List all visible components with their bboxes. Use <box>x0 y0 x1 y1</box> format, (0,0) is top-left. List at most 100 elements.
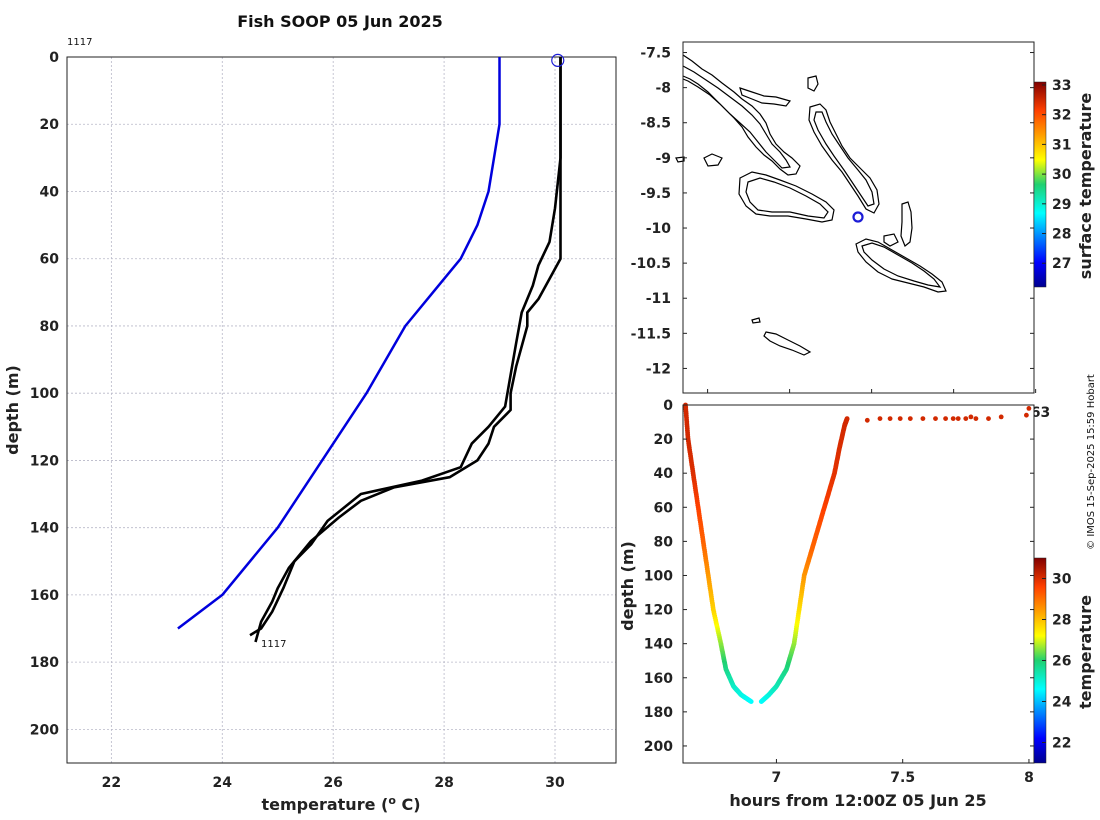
surface-point <box>955 416 961 421</box>
section-colorbar-tick-label: 24 <box>1052 695 1072 711</box>
credit-text: © IMOS 15-Sep-2025 15:59 Hobart <box>1086 374 1097 550</box>
section-chart: 0 20 40 60 80 100 120 140 160 180 200 7 7.5 8 hours f… <box>618 398 1095 810</box>
section-colorbar-tick-label: 22 <box>1052 736 1071 752</box>
coastline-guadalcanal <box>855 238 947 293</box>
series-line-profile-up <box>249 57 562 637</box>
section-y-tick-label: 180 <box>644 705 673 721</box>
profile-y-tick-label: 0 <box>49 50 59 66</box>
profile-x-tick-label: 30 <box>545 775 565 791</box>
surface-point <box>887 416 893 421</box>
profile-grid <box>67 56 616 763</box>
profile-y-tick-label: 140 <box>30 521 59 537</box>
map-colorbar-tick-label: 32 <box>1052 108 1071 124</box>
profile-series <box>177 53 565 643</box>
map-colorbar-tick-label: 29 <box>1052 197 1071 213</box>
section-x-axis-label: hours from 12:00Z 05 Jun 25 <box>729 791 986 810</box>
coastline-choiseul-inner <box>682 65 791 169</box>
profile-y-tick-label: 180 <box>30 655 59 671</box>
surface-point <box>943 416 948 421</box>
section-colorbar-label: temperature <box>1076 595 1095 709</box>
surface-point <box>933 416 938 421</box>
map-colorbar-tick-label: 30 <box>1052 167 1072 183</box>
chart-title: Fish SOOP 05 Jun 2025 <box>237 12 443 31</box>
section-y-tick-label: 200 <box>644 739 673 755</box>
ascent-point <box>844 416 850 421</box>
profile-bottom-label: 1117 <box>261 639 286 650</box>
surface-point <box>950 416 956 421</box>
map-colorbar-tick-label: 33 <box>1052 78 1071 94</box>
profile-y-axis-label: depth (m) <box>3 365 22 455</box>
section-colorbar-ticks: 22 24 26 28 30 <box>1042 572 1072 752</box>
profile-y-tick-label: 120 <box>30 453 59 469</box>
section-colorbar-tick-label: 26 <box>1052 654 1071 670</box>
surface-point <box>973 416 979 421</box>
coastline-bellona <box>751 317 761 324</box>
profile-top-label: 1117 <box>67 37 92 48</box>
coastline-contours <box>675 54 947 356</box>
map-chart: -7.5-8-8.5-9-9.5-10-10.5-11-11.5-1215916… <box>631 41 1095 421</box>
surface-point <box>920 416 926 421</box>
profile-x-axis-label: temperature (o C) <box>261 794 420 814</box>
profile-y-tick-label: 160 <box>30 588 59 604</box>
surface-point <box>897 416 903 421</box>
surface-point <box>1026 406 1032 411</box>
coastline-malaita <box>900 201 913 247</box>
section-background <box>683 405 1034 763</box>
map-colorbar-ticks: 27 28 29 30 31 32 33 <box>1042 78 1072 272</box>
section-y-tick-label: 0 <box>663 398 673 414</box>
profile-axes-frame <box>66 56 617 764</box>
map-y-tick-label: -8 <box>655 81 671 97</box>
surface-point <box>1024 412 1029 418</box>
section-points <box>683 402 1032 704</box>
section-y-tick-label: 20 <box>654 432 674 448</box>
profile-x-tick-label: 28 <box>434 775 453 791</box>
section-y-tick-label: 120 <box>644 603 673 619</box>
map-y-tick-label: -9.5 <box>640 186 671 202</box>
coastline-santa-isabel <box>808 103 880 214</box>
map-y-tick-label: -11.5 <box>631 326 671 342</box>
map-colorbar <box>1033 81 1047 288</box>
section-y-tick-label: 140 <box>644 637 673 653</box>
profile-y-tick-label: 200 <box>30 722 59 738</box>
surface-point <box>963 416 969 421</box>
map-background <box>683 42 1034 393</box>
profile-y-tick-label: 40 <box>40 184 60 200</box>
profile-x-tick-label: 24 <box>213 775 233 791</box>
surface-point <box>998 414 1004 420</box>
surface-point <box>907 416 913 421</box>
surface-point <box>864 417 870 423</box>
surface-point <box>877 416 883 421</box>
section-y-tick-label: 40 <box>654 466 674 482</box>
map-y-tick-label: -8.5 <box>640 116 671 132</box>
profile-chart: Fish SOOP 05 Jun 2025 22 24 26 28 30 0 20 40 60 8… <box>3 12 617 814</box>
map-y-tick-label: -11 <box>646 291 671 307</box>
profile-tick-labels: 22 24 26 28 30 0 20 40 60 80 100 120 140 160 180 200 <box>30 50 565 791</box>
map-y-tick-label: -10 <box>646 221 672 237</box>
series-line-profile-down <box>254 57 562 643</box>
coastline-new-georgia-inner <box>745 177 829 219</box>
coastline-florida-islands <box>883 233 899 247</box>
coastline-small-north <box>807 75 819 92</box>
section-y-axis-label: depth (m) <box>618 541 637 631</box>
coastline-vella-lavella <box>703 153 723 167</box>
section-y-tick-label: 80 <box>654 534 674 550</box>
surface-position-marker <box>551 53 565 67</box>
descent-point <box>748 699 754 704</box>
map-colorbar-tick-label: 28 <box>1052 227 1071 243</box>
map-colorbar-label: surface temperature <box>1076 93 1095 280</box>
surface-point <box>968 414 974 420</box>
map-y-tick-label: -7.5 <box>640 46 671 62</box>
section-colorbar-tick-label: 28 <box>1052 613 1071 629</box>
section-y-tick-label: 100 <box>644 568 673 584</box>
profile-y-tick-label: 60 <box>40 252 60 268</box>
section-colorbar-tick-label: 30 <box>1052 572 1072 588</box>
series-line-climatology <box>177 57 501 630</box>
coastline-new-georgia <box>738 171 835 223</box>
section-y-tick-label: 60 <box>654 500 674 516</box>
surface-point <box>986 416 991 421</box>
profile-x-tick-label: 26 <box>323 775 342 791</box>
profile-y-tick-label: 20 <box>40 117 60 133</box>
map-y-tick-label: -12 <box>646 361 671 377</box>
section-y-tick-label: 160 <box>644 671 673 687</box>
map-y-tick-label: -10.5 <box>631 256 671 272</box>
